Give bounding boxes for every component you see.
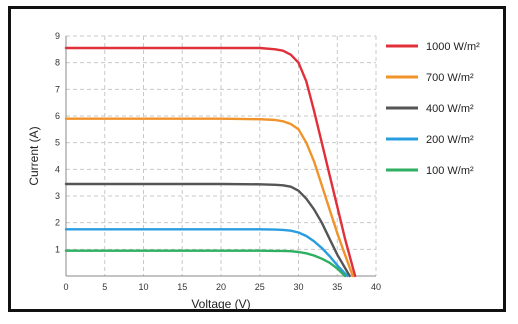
x-axis-label: Voltage (V) (191, 297, 250, 311)
y-tick-label: 3 (55, 191, 60, 201)
y-tick-label: 1 (55, 244, 60, 254)
y-tick-label: 4 (55, 164, 60, 174)
x-tick-label: 35 (332, 282, 342, 292)
x-tick-label: 0 (63, 282, 68, 292)
x-tick-label: 5 (102, 282, 107, 292)
series-lines (64, 46, 357, 278)
y-tick-label: 6 (55, 111, 60, 121)
x-tick-label: 20 (216, 282, 226, 292)
legend-label: 700 W/m² (426, 72, 474, 84)
legend-label: 400 W/m² (426, 103, 474, 115)
chart-frame (8, 6, 506, 312)
legend-label: 1000 W/m² (426, 41, 480, 53)
y-tick-label: 5 (55, 138, 60, 148)
y-tick-label: 2 (55, 218, 60, 228)
y-tick-label: 8 (55, 58, 60, 68)
y-tick-label: 9 (55, 31, 60, 41)
y-tick-label: 7 (55, 84, 60, 94)
x-tick-label: 30 (293, 282, 303, 292)
x-tick-label: 40 (371, 282, 381, 292)
x-tick-label: 25 (255, 282, 265, 292)
series-line (64, 117, 354, 278)
series-line (64, 46, 357, 278)
y-axis-label: Current (A) (27, 126, 41, 185)
legend: 1000 W/m² 700 W/m² 400 W/m² 200 W/m² 100 W/m… (386, 41, 480, 177)
x-tick-label: 10 (138, 282, 148, 292)
series-line (64, 228, 349, 278)
tick-labels: 0 5 10 15 20 25 30 35 40 1 2 3 4 5 6 7 8 9 (55, 31, 381, 292)
legend-label: 200 W/m² (426, 134, 474, 146)
legend-label: 100 W/m² (426, 165, 474, 177)
axes (65, 36, 376, 277)
series-line (64, 182, 351, 278)
series-line (64, 249, 347, 278)
x-tick-label: 15 (177, 282, 187, 292)
